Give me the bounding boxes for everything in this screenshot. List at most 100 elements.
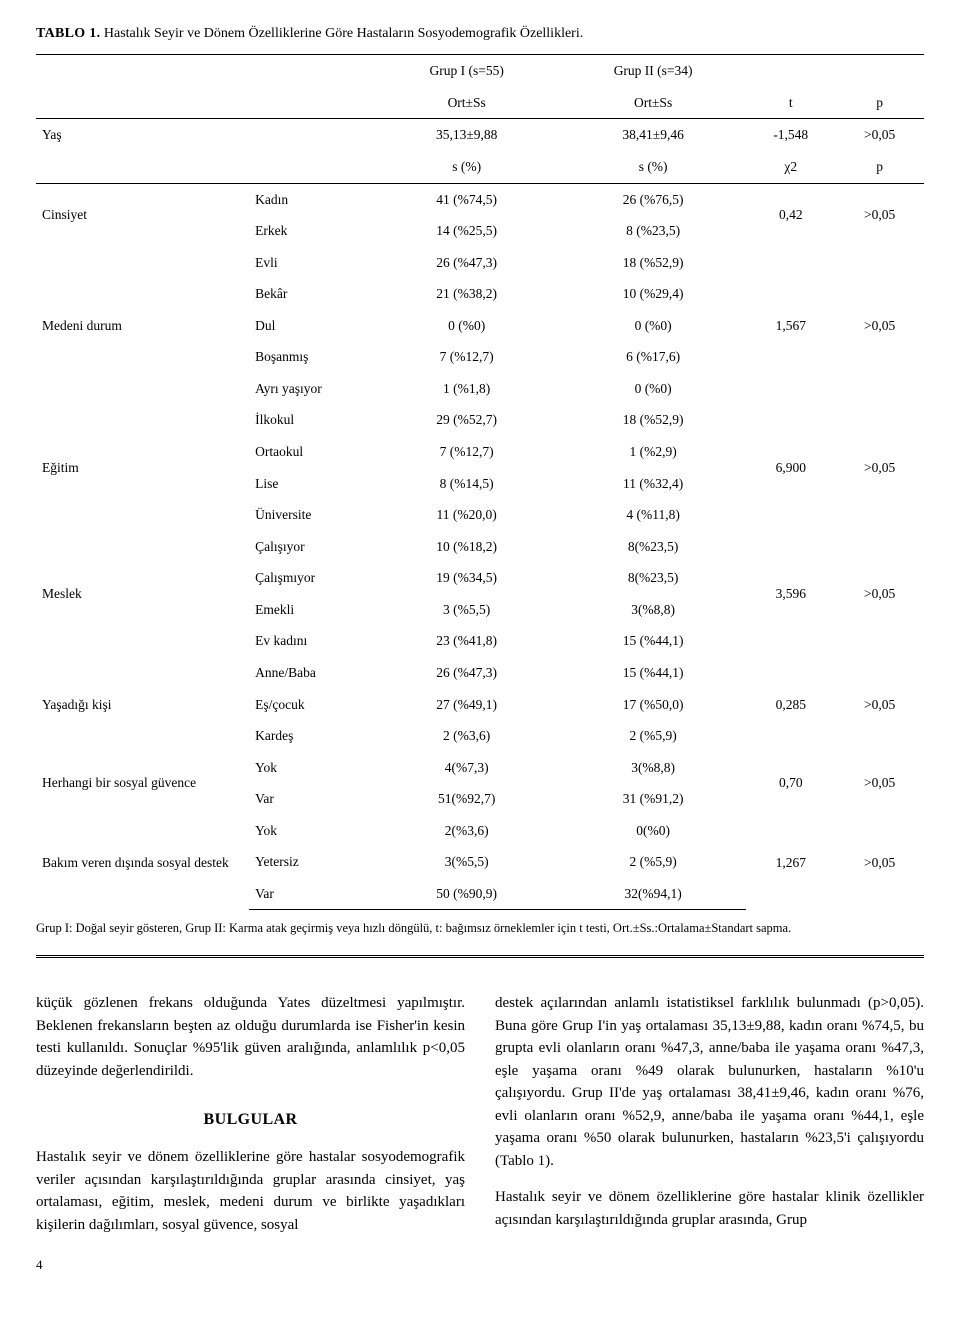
table-cell: 7 (%12,7) [373,436,559,468]
body-para: küçük gözlenen frekans olduğunda Yates d… [36,992,465,1082]
table-cell: >0,05 [835,247,924,405]
body-columns: küçük gözlenen frekans olduğunda Yates d… [36,992,924,1236]
table-cell: 2 (%3,6) [373,720,559,752]
table-row: Yaşadığı kişiAnne/Baba26 (%47,3)15 (%44,… [36,657,924,689]
table-row: Eğitimİlkokul29 (%52,7)18 (%52,9)6,900>0… [36,404,924,436]
table-cell: İlkokul [249,404,373,436]
table-cell: 8(%23,5) [560,562,746,594]
table-caption-text: Hastalık Seyir ve Dönem Özelliklerine Gö… [104,26,583,41]
table-cell: Ortaokul [249,436,373,468]
table-cell: Ort±Ss [560,87,746,119]
table-cell: Üniversite [249,499,373,531]
table-cell [835,55,924,87]
table-cell [249,119,373,151]
table-cell: 31 (%91,2) [560,783,746,815]
table-cell: Ayrı yaşıyor [249,373,373,405]
table-cell: Erkek [249,215,373,247]
table-cell: Evli [249,247,373,279]
table-cell [249,55,373,87]
table-cell: 10 (%18,2) [373,531,559,563]
table-cell: Meslek [36,531,249,657]
table-cell: 18 (%52,9) [560,247,746,279]
right-column: destek açılarından anlamlı istatistiksel… [495,992,924,1236]
table-cell: 50 (%90,9) [373,878,559,910]
table-cell: 1,267 [746,815,835,910]
table-cell: 1,567 [746,247,835,405]
table-cell: 0(%0) [560,815,746,847]
table-cell: p [835,87,924,119]
table-cell: 3,596 [746,531,835,657]
table-cell: Ev kadını [249,625,373,657]
table-cell: 18 (%52,9) [560,404,746,436]
table-cell: 2(%3,6) [373,815,559,847]
table-cell: Eş/çocuk [249,689,373,721]
table-cell: Var [249,878,373,910]
table-cell: 26 (%47,3) [373,247,559,279]
section-heading: BULGULAR [36,1108,465,1132]
table-cell: 15 (%44,1) [560,657,746,689]
table-cell [249,87,373,119]
table-cell: 26 (%47,3) [373,657,559,689]
table-cell: Çalışıyor [249,531,373,563]
table-cell: Grup I (s=55) [373,55,559,87]
table-cell: Yetersiz [249,846,373,878]
table-cell: Boşanmış [249,341,373,373]
table-cell: 23 (%41,8) [373,625,559,657]
table-cell: 35,13±9,88 [373,119,559,151]
table-cell: Kardeş [249,720,373,752]
table-cell: Yok [249,752,373,784]
table-cell: p [835,151,924,183]
table-row: Medeni durumEvli26 (%47,3)18 (%52,9)1,56… [36,247,924,279]
table-cell: 14 (%25,5) [373,215,559,247]
table-cell: 11 (%32,4) [560,468,746,500]
table-cell: Medeni durum [36,247,249,405]
table-cell: 7 (%12,7) [373,341,559,373]
table-cell: 2 (%5,9) [560,846,746,878]
table-cell: 21 (%38,2) [373,278,559,310]
table-cell: 8(%23,5) [560,531,746,563]
table-cell [746,55,835,87]
table-row: MeslekÇalışıyor10 (%18,2)8(%23,5)3,596>0… [36,531,924,563]
table-cell: Yaşadığı kişi [36,657,249,752]
table-label: TABLO 1. [36,26,100,41]
table-cell: Kadın [249,183,373,215]
table-cell: Dul [249,310,373,342]
table-cell: 4(%7,3) [373,752,559,784]
body-para: Hastalık seyir ve dönem özelliklerine gö… [495,1186,924,1231]
left-column: küçük gözlenen frekans olduğunda Yates d… [36,992,465,1236]
table-cell: Grup II (s=34) [560,55,746,87]
data-table: Grup I (s=55)Grup II (s=34)Ort±SsOrt±Sst… [36,54,924,910]
table-cell: 6,900 [746,404,835,530]
section-divider [36,955,924,958]
table-cell: 1 (%2,9) [560,436,746,468]
table-cell: 3(%8,8) [560,752,746,784]
table-cell: Yaş [36,119,249,151]
table-cell: Lise [249,468,373,500]
table-cell: >0,05 [835,531,924,657]
table-cell: >0,05 [835,404,924,530]
table-cell: 15 (%44,1) [560,625,746,657]
table-row: CinsiyetKadın41 (%74,5)26 (%76,5)0,42>0,… [36,183,924,215]
table-row: Yaş35,13±9,8838,41±9,46-1,548>0,05 [36,119,924,151]
table-cell: 32(%94,1) [560,878,746,910]
table-cell: 0 (%0) [560,310,746,342]
table-cell: Bekâr [249,278,373,310]
table-cell: >0,05 [835,183,924,247]
table-cell: Bakım veren dışında sosyal destek [36,815,249,910]
table-cell [36,55,249,87]
table-cell: -1,548 [746,119,835,151]
table-cell: 38,41±9,46 [560,119,746,151]
table-cell: >0,05 [835,657,924,752]
table-cell: 41 (%74,5) [373,183,559,215]
table-cell: 6 (%17,6) [560,341,746,373]
table-cell: 11 (%20,0) [373,499,559,531]
table-cell: t [746,87,835,119]
table-cell: Eğitim [36,404,249,530]
table-cell: 0,42 [746,183,835,247]
table-cell: s (%) [373,151,559,183]
table-cell: 3(%5,5) [373,846,559,878]
table-caption: TABLO 1. Hastalık Seyir ve Dönem Özellik… [36,24,924,44]
table-cell: 2 (%5,9) [560,720,746,752]
table-cell: 29 (%52,7) [373,404,559,436]
table-cell: 8 (%14,5) [373,468,559,500]
